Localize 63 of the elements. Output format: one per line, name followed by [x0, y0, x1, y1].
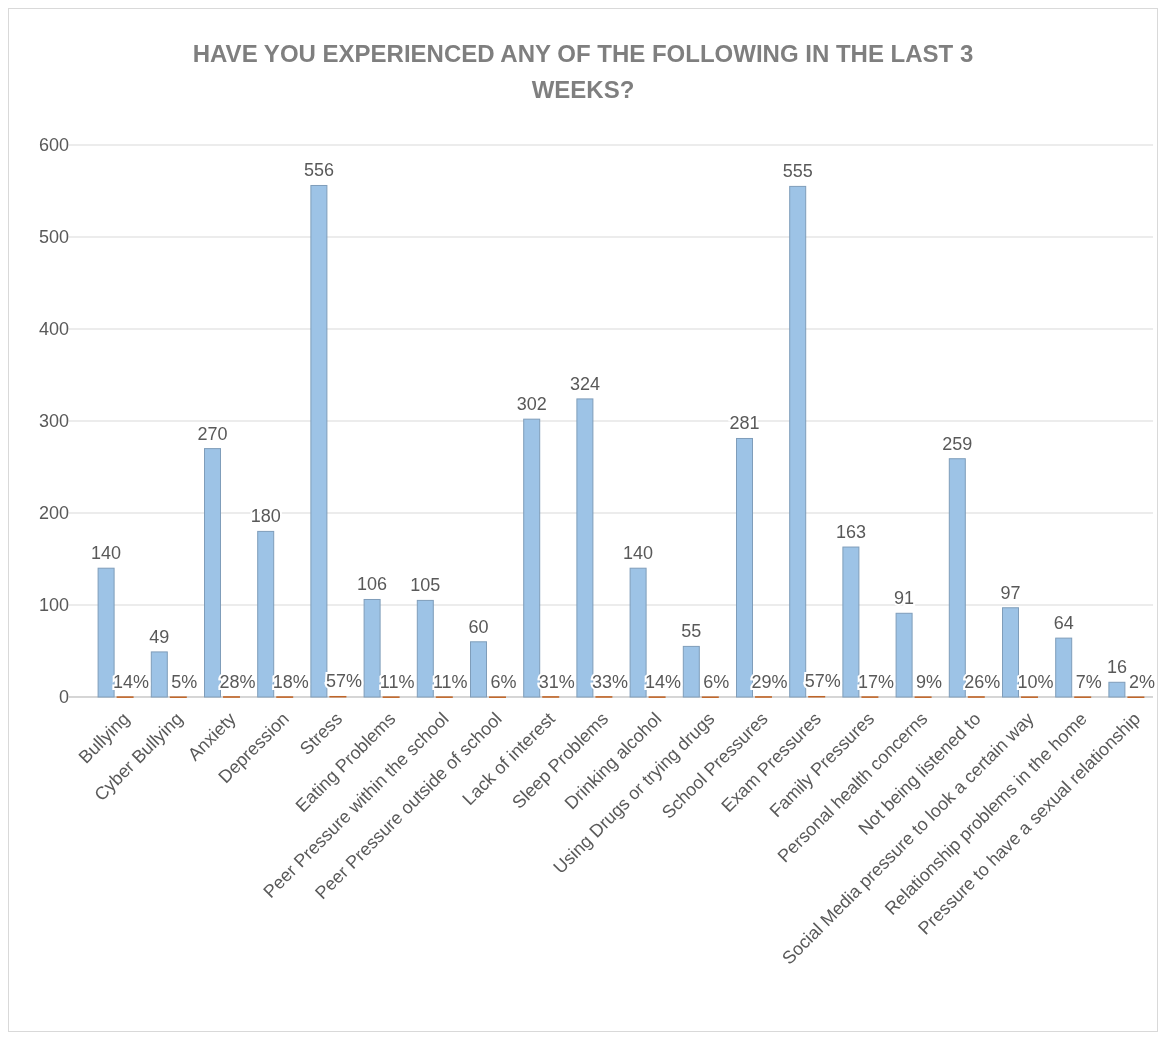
bar [576, 398, 594, 698]
y-tick-label: 500 [38, 227, 69, 248]
bar [629, 567, 647, 698]
data-label: 10% [1017, 671, 1054, 692]
data-label: 555 [782, 161, 813, 182]
data-label: 324 [569, 373, 600, 394]
data-label: 55 [681, 621, 702, 642]
data-label: 556 [303, 160, 334, 181]
bar [736, 437, 753, 698]
data-label: 60 [468, 616, 489, 637]
bar [1002, 607, 1019, 698]
data-label: 16 [1106, 657, 1127, 678]
data-label: 14% [113, 671, 150, 692]
y-tick-label: 200 [38, 503, 69, 524]
data-label: 106 [357, 574, 388, 595]
bar [842, 546, 860, 698]
bar [257, 530, 275, 698]
data-label: 33% [591, 671, 628, 692]
data-label: 140 [623, 543, 654, 564]
data-label: 105 [410, 575, 441, 596]
data-label: 302 [516, 394, 547, 415]
bar [948, 458, 966, 698]
bar [682, 645, 700, 698]
bar [97, 567, 115, 698]
y-tick-label: 0 [58, 687, 69, 708]
data-label: 97 [1000, 582, 1021, 603]
bar [204, 448, 221, 698]
chart-title: HAVE YOU EXPERIENCED ANY OF THE FOLLOWING IN THE LAST 3 WEEKS? [192, 40, 974, 103]
bar [470, 641, 487, 698]
data-label: 49 [149, 626, 170, 647]
data-label: 270 [197, 423, 228, 444]
data-label: 64 [1053, 613, 1074, 634]
bar [363, 598, 381, 698]
y-tick-label: 400 [38, 319, 69, 340]
bar [895, 612, 913, 698]
data-label: 7% [1075, 671, 1102, 692]
bar [150, 651, 168, 698]
data-label: 91 [894, 588, 915, 609]
data-label: 6% [703, 671, 730, 692]
bar [523, 418, 541, 698]
data-label: 6% [490, 671, 517, 692]
y-tick-label: 300 [38, 411, 69, 432]
data-label: 163 [835, 522, 866, 543]
bar [310, 184, 328, 698]
y-tick-label: 600 [38, 135, 69, 156]
bar [1108, 681, 1126, 698]
data-label: 17% [857, 671, 894, 692]
bar [416, 599, 434, 698]
data-label: 11% [379, 671, 415, 692]
bar [789, 185, 807, 698]
data-label: 259 [942, 433, 973, 454]
data-label: 281 [729, 413, 760, 434]
y-tick-label: 100 [38, 595, 69, 616]
data-label: 9% [916, 671, 943, 692]
data-label: 180 [250, 506, 281, 527]
data-label: 14% [645, 671, 682, 692]
bar [1055, 637, 1073, 698]
data-label: 57% [325, 671, 362, 692]
data-label: 5% [171, 671, 198, 692]
data-label: 140 [91, 543, 122, 564]
data-label: 18% [272, 671, 309, 692]
data-label: 2% [1128, 671, 1155, 692]
data-label: 11% [432, 671, 468, 692]
